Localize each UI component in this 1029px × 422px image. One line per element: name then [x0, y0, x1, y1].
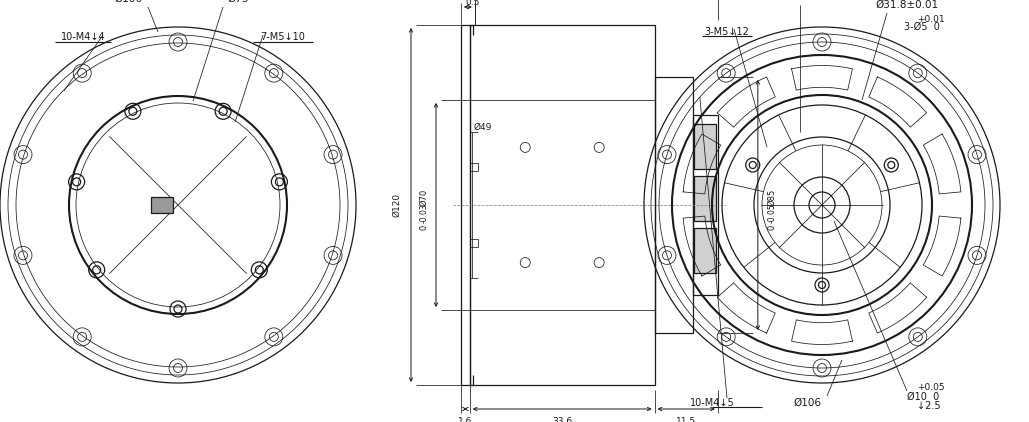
Bar	[695, 228, 716, 273]
Text: Ø70: Ø70	[420, 188, 428, 206]
Text: 10-M4↓5: 10-M4↓5	[689, 398, 735, 408]
Text: -0.03: -0.03	[420, 203, 428, 223]
Text: 0: 0	[768, 225, 776, 230]
Text: Ø85: Ø85	[768, 188, 776, 206]
Text: Ø49: Ø49	[473, 122, 492, 132]
Bar	[654, 77, 693, 333]
Text: 11.5: 11.5	[676, 417, 697, 422]
Text: 33.6: 33.6	[553, 417, 572, 422]
Text: Ø31.8±0.01: Ø31.8±0.01	[876, 0, 938, 10]
Text: 1.6: 1.6	[458, 417, 472, 422]
Bar	[693, 115, 718, 295]
Bar	[151, 197, 173, 213]
Text: 10-M4↓4: 10-M4↓4	[61, 32, 105, 42]
Text: 7-M5↓10: 7-M5↓10	[260, 32, 306, 42]
Text: Ø10  0: Ø10 0	[907, 392, 939, 402]
Text: +0.05: +0.05	[917, 384, 945, 392]
Text: -0.05: -0.05	[768, 203, 776, 223]
Text: Ø106: Ø106	[793, 398, 821, 408]
Bar	[470, 25, 654, 385]
Text: Ø75: Ø75	[227, 0, 249, 4]
Text: ↓2.5: ↓2.5	[917, 401, 941, 411]
Bar	[695, 124, 716, 169]
Text: 2.5: 2.5	[461, 0, 475, 2]
Bar	[695, 176, 716, 221]
Text: Ø106: Ø106	[114, 0, 142, 4]
Text: 3-Ø5  0: 3-Ø5 0	[904, 22, 939, 32]
Bar	[470, 239, 477, 247]
Text: 3-M5↓12: 3-M5↓12	[705, 27, 749, 37]
Bar	[470, 163, 477, 171]
Bar	[461, 25, 470, 385]
Text: Ø120: Ø120	[392, 193, 401, 217]
Text: Ø36: Ø36	[789, 0, 811, 2]
Text: 0: 0	[420, 225, 428, 230]
Text: 0.5: 0.5	[465, 0, 480, 7]
Text: +0.01: +0.01	[917, 14, 945, 24]
